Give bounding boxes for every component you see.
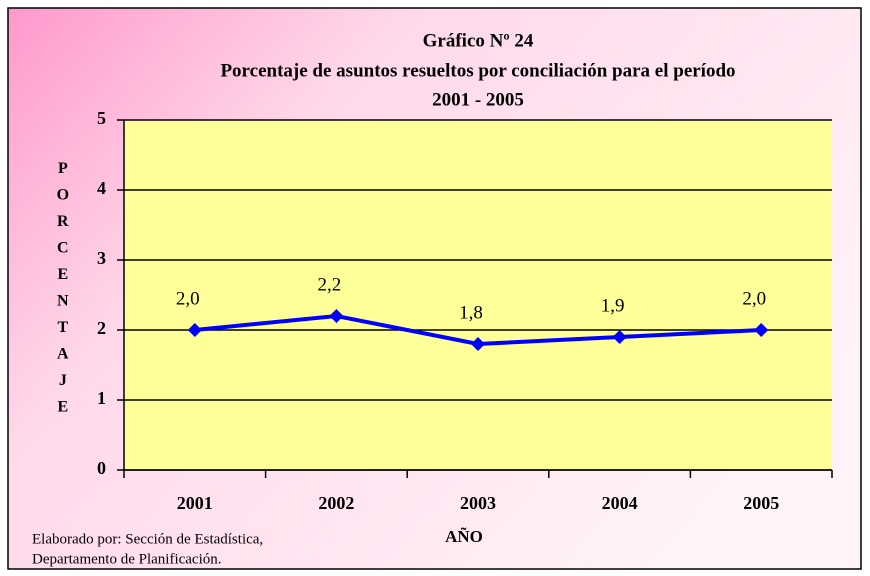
x-tick-label: 2005 [743,493,779,513]
data-label: 2,0 [176,288,200,309]
x-tick-label: 2002 [318,493,354,513]
data-label: 1,9 [601,295,625,316]
y-tick-label: 4 [97,178,106,198]
footnote: Departamento de Planificación. [32,551,222,567]
footnote: Elaborado por: Sección de Estadística, [32,531,263,547]
y-tick-label: 0 [97,458,106,478]
data-point [329,309,344,323]
data-label: 2,2 [318,274,342,295]
x-tick-label: 2003 [460,493,496,513]
data-point [471,337,485,351]
y-axis-label: PORCENTAJE [54,160,71,425]
y-tick-label: 2 [97,318,106,338]
data-point [187,323,202,337]
plot-area [124,120,832,470]
chart-title: Gráfico Nº 24 [423,30,534,51]
data-point [754,323,769,337]
y-tick-label: 1 [97,388,106,408]
chart-subtitle: Porcentaje de asuntos resueltos por conc… [220,60,735,81]
x-tick-label: 2004 [602,493,638,513]
x-axis-label: AÑO [445,527,483,546]
y-tick-label: 5 [97,108,106,128]
data-point [612,330,627,344]
chart-subtitle: 2001 - 2005 [432,89,524,110]
data-label: 2,0 [742,288,766,309]
data-label: 1,8 [459,302,483,323]
x-tick-label: 2001 [177,493,213,513]
y-tick-label: 3 [97,248,106,268]
